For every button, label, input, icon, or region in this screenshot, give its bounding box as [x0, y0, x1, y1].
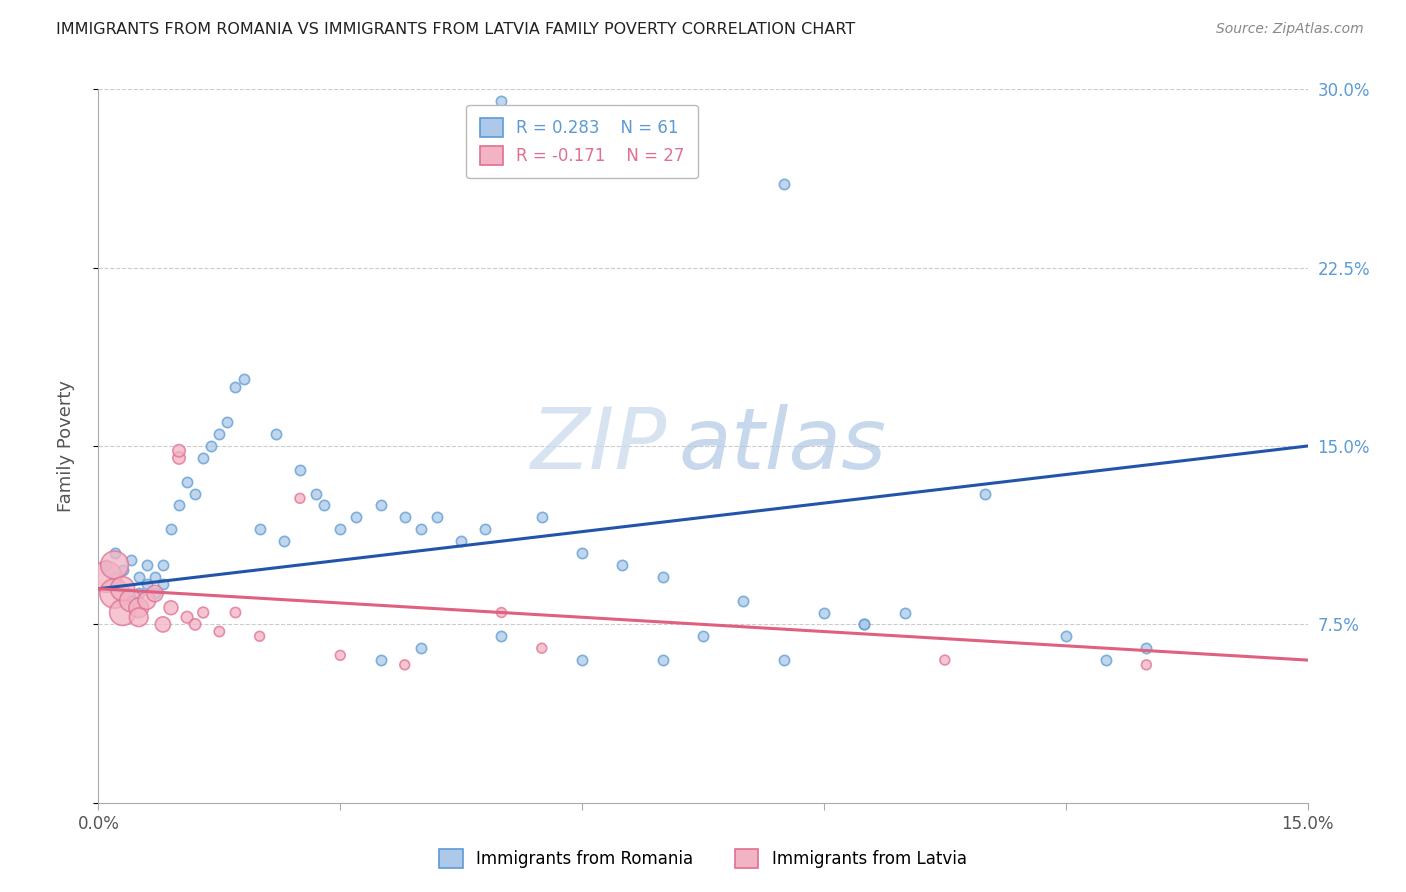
Point — [474, 522, 496, 536]
Point — [344, 510, 367, 524]
Point — [160, 600, 183, 615]
Point — [571, 546, 593, 560]
Point — [934, 653, 956, 667]
Legend: Immigrants from Romania, Immigrants from Latvia: Immigrants from Romania, Immigrants from… — [433, 842, 973, 875]
Text: IMMIGRANTS FROM ROMANIA VS IMMIGRANTS FROM LATVIA FAMILY POVERTY CORRELATION CHA: IMMIGRANTS FROM ROMANIA VS IMMIGRANTS FR… — [56, 22, 855, 37]
Point — [193, 606, 215, 620]
Point — [394, 510, 416, 524]
Point — [571, 653, 593, 667]
Point — [409, 641, 432, 656]
Point — [772, 178, 794, 192]
Point — [152, 577, 174, 591]
Point — [853, 617, 876, 632]
Point — [273, 534, 295, 549]
Point — [612, 558, 634, 572]
Point — [224, 379, 246, 393]
Point — [208, 624, 231, 639]
Point — [103, 570, 125, 584]
Point — [160, 522, 183, 536]
Point — [370, 499, 392, 513]
Point — [96, 570, 118, 584]
Point — [103, 558, 125, 572]
Point — [217, 415, 239, 429]
Point — [305, 486, 328, 500]
Point — [651, 570, 673, 584]
Point — [193, 450, 215, 465]
Point — [135, 558, 157, 572]
Point — [370, 653, 392, 667]
Point — [167, 450, 190, 465]
Point — [111, 582, 134, 596]
Legend: R = 0.283    N = 61, R = -0.171    N = 27: R = 0.283 N = 61, R = -0.171 N = 27 — [467, 104, 697, 178]
Point — [224, 606, 246, 620]
Y-axis label: Family Poverty: Family Poverty — [56, 380, 75, 512]
Text: ZIP: ZIP — [530, 404, 666, 488]
Point — [111, 563, 134, 577]
Point — [135, 577, 157, 591]
Point — [111, 582, 134, 596]
Point — [249, 522, 271, 536]
Point — [184, 486, 207, 500]
Point — [120, 553, 142, 567]
Point — [167, 443, 190, 458]
Point — [232, 372, 254, 386]
Point — [1135, 641, 1157, 656]
Point — [143, 586, 166, 600]
Point — [893, 606, 915, 620]
Point — [1095, 653, 1118, 667]
Point — [249, 629, 271, 643]
Point — [128, 610, 150, 624]
Point — [1135, 657, 1157, 672]
Point — [167, 499, 190, 513]
Point — [176, 610, 198, 624]
Point — [692, 629, 714, 643]
Point — [143, 586, 166, 600]
Point — [530, 641, 553, 656]
Point — [733, 593, 755, 607]
Text: atlas: atlas — [679, 404, 887, 488]
Point — [394, 657, 416, 672]
Point — [120, 593, 142, 607]
Point — [288, 463, 311, 477]
Point — [329, 648, 352, 663]
Point — [200, 439, 222, 453]
Point — [491, 606, 513, 620]
Point — [974, 486, 997, 500]
Point — [176, 475, 198, 489]
Point — [120, 593, 142, 607]
Point — [813, 606, 835, 620]
Point — [184, 617, 207, 632]
Point — [143, 570, 166, 584]
Point — [450, 534, 472, 549]
Point — [772, 653, 794, 667]
Point — [152, 558, 174, 572]
Point — [103, 586, 125, 600]
Point — [264, 427, 287, 442]
Point — [426, 510, 449, 524]
Point — [111, 606, 134, 620]
Point — [491, 94, 513, 108]
Point — [491, 629, 513, 643]
Point — [409, 522, 432, 536]
Point — [128, 600, 150, 615]
Point — [128, 586, 150, 600]
Point — [853, 617, 876, 632]
Point — [288, 491, 311, 506]
Point — [96, 558, 118, 572]
Point — [329, 522, 352, 536]
Point — [1054, 629, 1077, 643]
Point — [103, 546, 125, 560]
Point — [135, 593, 157, 607]
Text: Source: ZipAtlas.com: Source: ZipAtlas.com — [1216, 22, 1364, 37]
Point — [152, 617, 174, 632]
Point — [651, 653, 673, 667]
Point — [530, 510, 553, 524]
Point — [208, 427, 231, 442]
Point — [128, 570, 150, 584]
Point — [314, 499, 336, 513]
